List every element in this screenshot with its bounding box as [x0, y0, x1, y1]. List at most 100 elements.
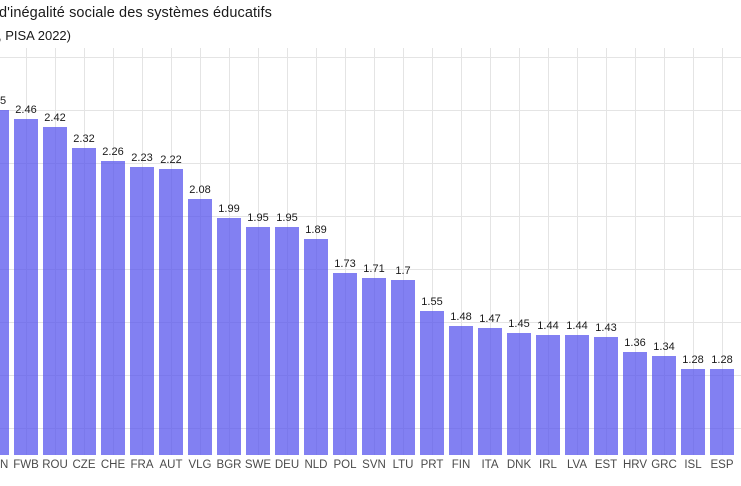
bar-aut: [159, 169, 183, 455]
bar-value-label: 2.23: [131, 152, 153, 165]
gridline-vertical: [403, 48, 404, 455]
bar-cze: [72, 148, 96, 455]
bar-value-label: 1.89: [305, 224, 327, 237]
bar-grc: [652, 355, 676, 455]
bar-che: [101, 160, 125, 455]
x-axis-label-ltu: LTU: [392, 459, 414, 471]
bar-fin: [449, 326, 473, 455]
bar-value-label: 2.22: [160, 154, 182, 167]
x-axis-label-dnk: DNK: [506, 459, 532, 471]
x-axis-label-nld: NLD: [304, 459, 328, 471]
bar-value-label: 1.28: [711, 353, 733, 366]
x-axis-label-cze: CZE: [72, 459, 96, 471]
x-axis-label-prt: PRT: [420, 459, 444, 471]
gridline-vertical: [606, 48, 607, 455]
x-axis-label-esp: ESP: [710, 459, 734, 471]
gridline-vertical: [548, 48, 549, 455]
x-axis-label-grc: GRC: [651, 459, 677, 471]
gridline-vertical: [519, 48, 520, 455]
x-axis-label-pol: POL: [333, 459, 357, 471]
bar-prt: [420, 311, 444, 455]
gridline-horizontal: [0, 57, 741, 59]
x-axis-label-rou: ROU: [42, 459, 68, 471]
gridline-vertical: [461, 48, 462, 455]
gridline-vertical: [635, 48, 636, 455]
bar-value-label: 1.47: [479, 313, 501, 326]
bar-ltu: [391, 279, 415, 455]
bar-fra: [130, 167, 154, 455]
x-axis-label-lva: LVA: [566, 459, 588, 471]
x-axis-label-che: CHE: [100, 459, 126, 471]
x-axis-label-fin: FIN: [451, 459, 471, 471]
bar-deu: [275, 226, 299, 455]
bar-value-label: 1.71: [363, 262, 385, 275]
bar-value-label: 1.44: [537, 319, 559, 332]
bar-hrv: [623, 351, 647, 455]
bar-value-label: 1.95: [276, 211, 298, 224]
bar-value-label: 1.73: [334, 258, 356, 271]
chart-title: d'inégalité sociale des systèmes éducati…: [0, 5, 272, 21]
bar-dnk: [507, 332, 531, 455]
chart-subtitle: , PISA 2022): [0, 28, 71, 43]
bar-value-label: 1.43: [595, 321, 617, 334]
gridline-vertical: [432, 48, 433, 455]
bar-value-label: 1.34: [653, 340, 675, 353]
x-axis-label-vlg: VLG: [188, 459, 212, 471]
bar-lva: [565, 334, 589, 455]
gridline-vertical: [722, 48, 723, 455]
bar-value-label: 1.7: [395, 264, 411, 277]
gridline-horizontal: [0, 216, 741, 218]
bar-bgr: [217, 218, 241, 455]
x-axis-label-deu: DEU: [274, 459, 300, 471]
x-axis-label-n: N: [0, 459, 9, 471]
bar-est: [594, 336, 618, 455]
gridline-horizontal: [0, 163, 741, 165]
x-axis-label-fra: FRA: [130, 459, 154, 471]
bar-rou: [43, 127, 67, 455]
bar-value-label: 1.95: [247, 211, 269, 224]
bar-esp: [710, 368, 734, 455]
bar-value-label: 2.32: [73, 133, 95, 146]
bar-value-label: 2.08: [189, 184, 211, 197]
gridline-horizontal: [0, 269, 741, 271]
gridline-vertical: [490, 48, 491, 455]
x-axis-label-fwb: FWB: [13, 459, 39, 471]
x-axis-label-est: EST: [594, 459, 618, 471]
bar-value-label: 1.36: [624, 336, 646, 349]
bar-swe: [246, 226, 270, 455]
x-axis-label-swe: SWE: [244, 459, 272, 471]
x-axis-label-svn: SVN: [362, 459, 386, 471]
bar-nld: [304, 239, 328, 455]
bar-irl: [536, 334, 560, 455]
bar-n: [0, 110, 9, 455]
bar-ita: [478, 328, 502, 455]
bar-value-label: 1.44: [566, 319, 588, 332]
bar-value-label: 2.26: [102, 145, 124, 158]
x-axis-label-irl: IRL: [539, 459, 557, 471]
x-axis-label-ita: ITA: [481, 459, 499, 471]
bar-isl: [681, 368, 705, 455]
gridline-vertical: [577, 48, 578, 455]
bar-value-label: 2.46: [15, 103, 37, 116]
bar-value-label: 1.55: [421, 296, 443, 309]
bar-pol: [333, 273, 357, 455]
bar-value-label: 5: [0, 95, 7, 108]
gridline-vertical: [664, 48, 665, 455]
x-axis-label-aut: AUT: [159, 459, 183, 471]
bar-value-label: 1.45: [508, 317, 530, 330]
gridline-vertical: [345, 48, 346, 455]
x-axis-label-bgr: BGR: [216, 459, 242, 471]
bar-value-label: 1.28: [682, 353, 704, 366]
bar-svn: [362, 277, 386, 455]
x-axis-label-hrv: HRV: [622, 459, 648, 471]
bar-value-label: 1.99: [218, 203, 240, 216]
bar-vlg: [188, 199, 212, 455]
gridline-horizontal: [0, 110, 741, 112]
x-axis-label-isl: ISL: [684, 459, 702, 471]
bar-value-label: 2.42: [44, 112, 66, 125]
bar-value-label: 1.48: [450, 311, 472, 324]
gridline-vertical: [693, 48, 694, 455]
gridline-vertical: [374, 48, 375, 455]
